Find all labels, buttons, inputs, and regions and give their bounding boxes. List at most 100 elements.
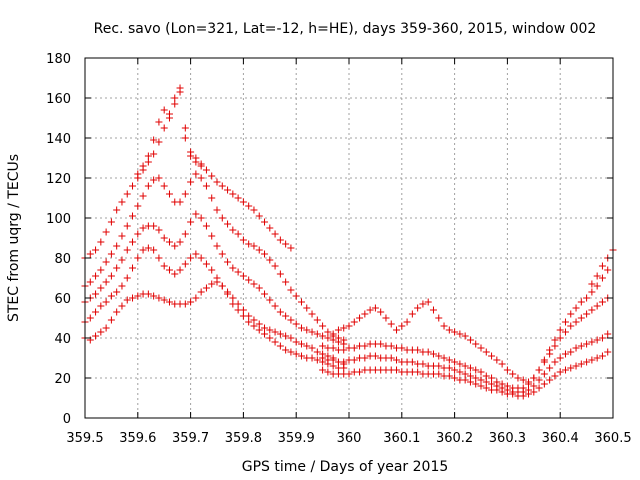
data-point [97,284,105,292]
data-point [398,344,406,352]
data-point [451,358,459,366]
data-point [245,276,253,284]
data-point [387,354,395,362]
data-point [583,310,591,318]
data-point [271,262,279,270]
data-point [456,360,464,368]
data-point [224,186,232,194]
data-point [567,364,575,372]
data-point [308,354,316,362]
data-point [150,246,158,254]
data-point [435,352,443,360]
data-point [202,166,210,174]
data-point [408,310,416,318]
data-point [250,316,258,324]
data-point [192,250,200,258]
data-point [134,292,142,300]
data-point [239,306,247,314]
data-point [387,342,395,350]
data-point [429,306,437,314]
data-point [303,342,311,350]
data-point [451,366,459,374]
data-point [255,284,263,292]
grid-lines [85,58,613,418]
data-point [577,298,585,306]
data-point [561,328,569,336]
data-point [319,366,327,374]
data-point [593,354,601,362]
series-7 [319,330,612,396]
data-point [97,266,105,274]
data-point [118,302,126,310]
data-point [440,322,448,330]
data-point [171,242,179,250]
data-point [213,206,221,214]
data-point [181,260,189,268]
data-point [150,150,158,158]
series-3 [81,170,348,344]
data-point [287,286,295,294]
data-point [139,246,147,254]
data-point [202,222,210,230]
data-point [202,182,210,190]
data-point [266,326,274,334]
y-tick-labels: 0 20 40 60 80 100 120 140 160 180 [46,52,71,427]
data-point [218,282,226,290]
data-point [171,100,179,108]
data-point [408,358,416,366]
data-point [107,272,115,280]
data-point [287,334,295,342]
data-point [561,366,569,374]
data-point [102,258,110,266]
data-point [218,250,226,258]
data-point [86,250,94,258]
y-tick-label: 180 [46,52,71,67]
data-point [598,274,606,282]
data-point [567,310,575,318]
data-point [107,316,115,324]
data-point [361,310,369,318]
data-point [113,206,121,214]
data-point [165,238,173,246]
data-point [340,336,348,344]
data-point [155,174,163,182]
data-point [482,372,490,380]
data-point [197,254,205,262]
data-point [187,254,195,262]
data-point [181,190,189,198]
data-point [488,352,496,360]
data-point [466,364,474,372]
y-tick-label: 60 [54,292,71,307]
data-point [134,202,142,210]
series-2 [81,210,348,348]
data-point [292,320,300,328]
data-point [282,278,290,286]
data-point [551,358,559,366]
data-point [588,356,596,364]
data-point [424,348,432,356]
data-point [218,214,226,222]
data-point [208,172,216,180]
data-point [165,266,173,274]
data-point [556,334,564,342]
data-point [292,292,300,300]
data-point [271,338,279,346]
data-point [503,366,511,374]
data-point [561,350,569,358]
data-point [414,346,422,354]
data-point [530,388,538,396]
data-point [255,212,263,220]
series-6 [319,348,612,400]
data-point [419,360,427,368]
data-point [239,272,247,280]
data-point [192,154,200,162]
data-point [245,202,253,210]
data-point [144,182,152,190]
series-4 [81,88,295,262]
data-point [192,170,200,178]
data-point [213,242,221,250]
data-point [123,222,131,230]
data-point [155,226,163,234]
data-point [229,294,237,302]
